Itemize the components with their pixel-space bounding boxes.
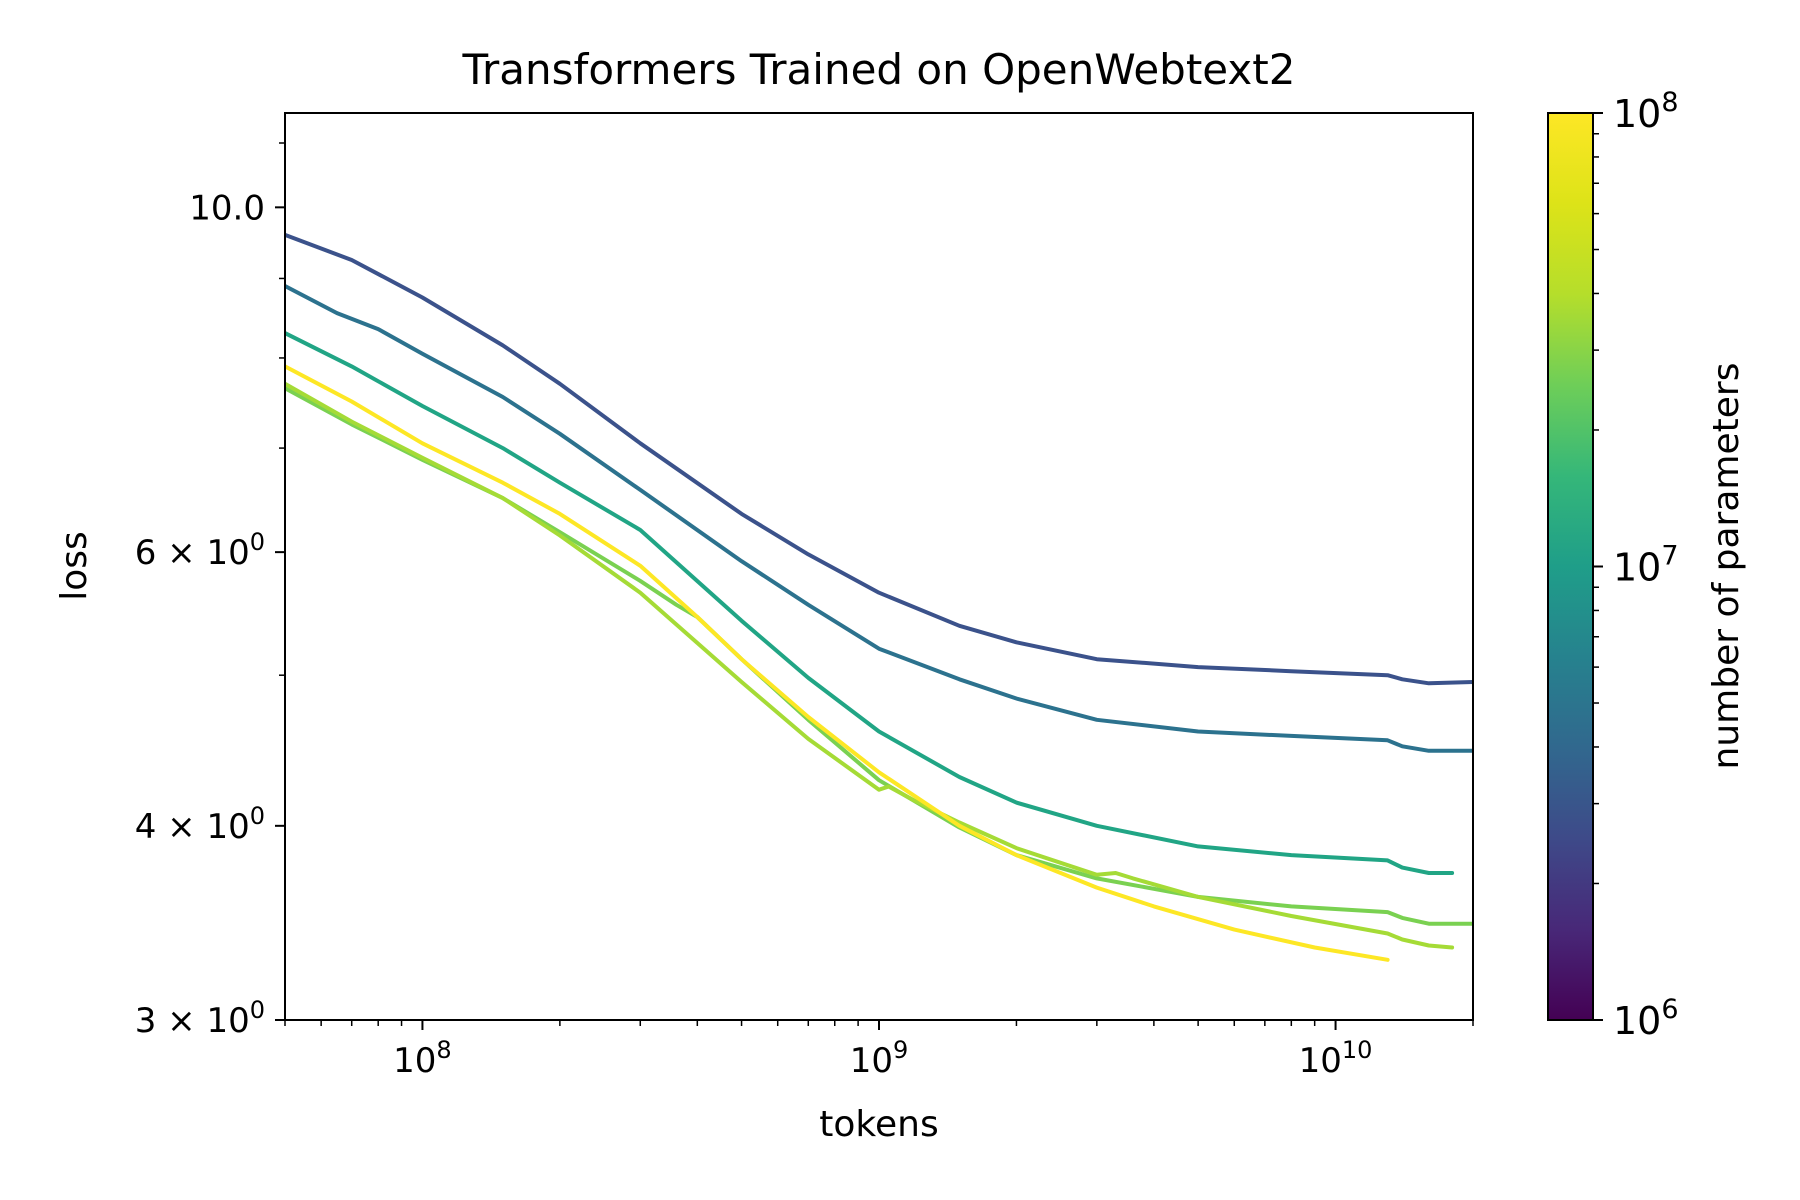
colorbar-label: number of parameters bbox=[1706, 363, 1747, 770]
colorbar-tick-label: 106 bbox=[1613, 994, 1679, 1043]
x-axis-ticks: 108 109 1010 bbox=[284, 1020, 1474, 1081]
series-layer bbox=[285, 232, 1473, 962]
colorbar-tick-label: 108 bbox=[1613, 87, 1679, 136]
x-tick-label: 108 bbox=[393, 1036, 452, 1081]
y-axis-ticks: 10.0 6 × 100 4 × 100 3 × 100 bbox=[135, 142, 285, 1041]
series-line-3 bbox=[285, 331, 1455, 875]
x-tick-label: 1010 bbox=[1299, 1036, 1373, 1081]
y-axis-label: loss bbox=[54, 531, 95, 601]
colorbar bbox=[1547, 112, 1594, 1021]
series-line-6 bbox=[285, 364, 1390, 962]
colorbar-tick-label: 107 bbox=[1613, 541, 1679, 590]
plot-frame bbox=[284, 112, 1474, 1021]
colorbar-ticks: 106 107 108 bbox=[1593, 87, 1679, 1043]
y-tick-label: 6 × 100 bbox=[135, 528, 265, 573]
chart-title: Transformers Trained on OpenWebtext2 bbox=[462, 45, 1296, 94]
y-tick-label: 3 × 100 bbox=[135, 996, 265, 1041]
series-line-5 bbox=[285, 381, 1455, 950]
y-tick-label: 10.0 bbox=[189, 188, 265, 228]
series-line-4 bbox=[285, 386, 1473, 926]
x-axis-label: tokens bbox=[819, 1104, 938, 1145]
series-line-2 bbox=[285, 284, 1473, 753]
x-tick-label: 109 bbox=[850, 1036, 909, 1081]
y-tick-label: 4 × 100 bbox=[135, 802, 265, 847]
series-line-1 bbox=[285, 232, 1473, 686]
